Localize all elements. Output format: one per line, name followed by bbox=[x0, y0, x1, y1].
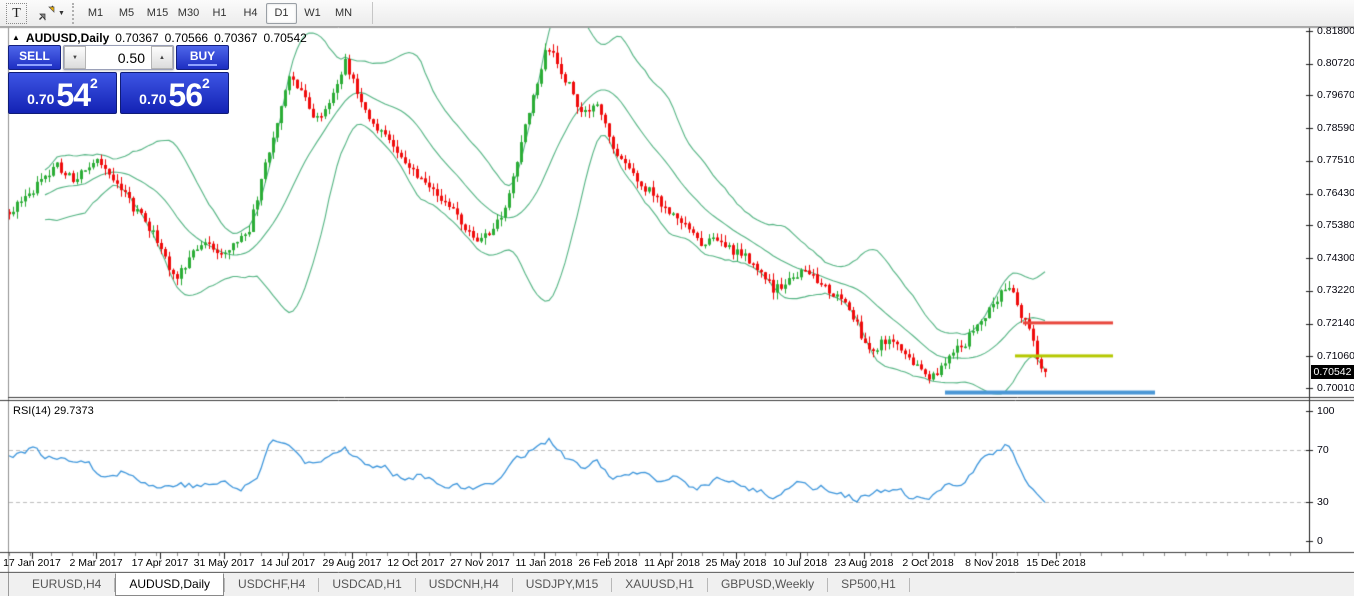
date-axis-label: 2 Mar 2017 bbox=[69, 557, 123, 569]
price-axis-label: 0.76430 bbox=[1317, 187, 1354, 200]
rsi-indicator-label: RSI(14) 29.7373 bbox=[13, 405, 94, 417]
tab-bar-grip bbox=[8, 573, 9, 596]
volume-decrease-button[interactable]: ▼ bbox=[64, 46, 86, 69]
date-axis-label: 31 May 2017 bbox=[193, 557, 255, 569]
tab-separator bbox=[611, 577, 613, 592]
symbol-label: AUDUSD,Daily bbox=[25, 31, 110, 45]
timeframe-button-M15[interactable]: M15 bbox=[146, 7, 169, 19]
date-axis-label: 27 Nov 2017 bbox=[450, 557, 510, 569]
ohlc-low: 0.70367 bbox=[214, 31, 258, 45]
date-axis-label: 29 Aug 2017 bbox=[322, 557, 382, 569]
collapse-trade-panel-icon[interactable]: ▲ bbox=[12, 32, 20, 42]
date-axis-label: 25 May 2018 bbox=[705, 557, 767, 569]
timeframe-button-W1[interactable]: W1 bbox=[304, 7, 321, 19]
timeframe-button-M30[interactable]: M30 bbox=[177, 7, 200, 19]
buy-price-big: 56 bbox=[168, 77, 203, 113]
date-axis-label: 11 Jan 2018 bbox=[515, 557, 573, 569]
timeframe-button-H4[interactable]: H4 bbox=[243, 7, 258, 19]
price-axis-label: 0.78590 bbox=[1317, 121, 1354, 134]
chart-tab-AUDUSD-Daily[interactable]: AUDUSD,Daily bbox=[115, 573, 225, 596]
price-axis-label: 0.81800 bbox=[1317, 24, 1354, 37]
price-axis-label: 0.73220 bbox=[1317, 284, 1354, 297]
ohlc-high: 0.70566 bbox=[164, 31, 209, 45]
tab-separator bbox=[908, 577, 910, 592]
ohlc-close: 0.70542 bbox=[263, 31, 307, 45]
tab-separator bbox=[827, 577, 829, 592]
date-axis-label: 26 Feb 2018 bbox=[578, 557, 638, 569]
price-axis-label: 0.71060 bbox=[1317, 349, 1354, 362]
volume-increase-button[interactable]: ▲ bbox=[151, 46, 173, 69]
tab-separator bbox=[114, 577, 116, 592]
chart-tab-USDCNH-H4[interactable]: USDCNH,H4 bbox=[428, 577, 499, 591]
sell-price-button[interactable]: 0.70 54 2 bbox=[8, 72, 117, 114]
sell-price-prefix: 0.70 bbox=[27, 91, 55, 107]
chart-tab-XAUUSD-H1[interactable]: XAUUSD,H1 bbox=[625, 577, 694, 591]
date-axis-label: 2 Oct 2018 bbox=[902, 557, 954, 569]
rsi-axis-label: 100 bbox=[1317, 404, 1335, 417]
sell-button[interactable]: SELL bbox=[8, 45, 61, 70]
date-axis-label: 11 Apr 2018 bbox=[644, 557, 700, 569]
chart-tab-USDCAD-H1[interactable]: USDCAD,H1 bbox=[332, 577, 402, 591]
timeframe-toolbar: M1 M5 M15 M30 H1 H4 D1 W1 MN bbox=[80, 3, 359, 24]
price-axis-label: 0.80720 bbox=[1317, 57, 1354, 70]
one-click-trading-panel: SELL ▼ ▲ BUY 0.70 54 2 0.70 56 2 bbox=[8, 45, 229, 114]
date-axis-label: 10 Jul 2018 bbox=[772, 557, 828, 569]
tab-separator bbox=[318, 577, 320, 592]
arrows-icon bbox=[38, 5, 55, 22]
date-axis-label: 23 Aug 2018 bbox=[834, 557, 894, 569]
price-axis-label: 0.77510 bbox=[1317, 154, 1354, 167]
chart-tab-SP500-H1[interactable]: SP500,H1 bbox=[841, 577, 896, 591]
sell-price-big: 54 bbox=[56, 77, 91, 113]
sell-button-label: SELL bbox=[17, 49, 52, 66]
timeframe-button-H1[interactable]: H1 bbox=[212, 7, 227, 19]
ohlc-open: 0.70367 bbox=[115, 31, 159, 45]
timeframe-button-M1[interactable]: M1 bbox=[87, 7, 104, 19]
timeframe-button-MN[interactable]: MN bbox=[334, 7, 353, 19]
buy-price-sup: 2 bbox=[202, 75, 210, 91]
date-axis-label: 17 Jan 2017 bbox=[3, 557, 61, 569]
date-axis-label: 8 Nov 2018 bbox=[965, 557, 1019, 569]
rsi-axis-label: 70 bbox=[1317, 443, 1329, 456]
price-axis-label: 0.74300 bbox=[1317, 251, 1354, 264]
toolbar-grip[interactable] bbox=[72, 3, 74, 24]
tab-separator bbox=[414, 577, 416, 592]
chart-tab-GBPUSD-Weekly[interactable]: GBPUSD,Weekly bbox=[720, 577, 815, 591]
price-axis-label: 0.72140 bbox=[1317, 317, 1354, 329]
tab-separator bbox=[224, 577, 226, 592]
chart-tab-USDJPY-M15[interactable]: USDJPY,M15 bbox=[525, 577, 599, 591]
chart-title: ▲ AUDUSD,Daily 0.70367 0.70566 0.70367 0… bbox=[12, 31, 307, 45]
chevron-down-icon: ▼ bbox=[58, 10, 65, 17]
price-axis-label: 0.70010 bbox=[1317, 381, 1354, 394]
current-price-tag: 0.70542 bbox=[1311, 365, 1354, 379]
sell-price-sup: 2 bbox=[90, 75, 98, 91]
rsi-axis-label: 0 bbox=[1317, 534, 1323, 547]
tab-separator bbox=[511, 577, 513, 592]
chart-tab-bar: EURUSD,H4 AUDUSD,Daily USDCHF,H4 USDCAD,H1 U… bbox=[0, 573, 1354, 596]
chart-tab-EURUSD-H4[interactable]: EURUSD,H4 bbox=[32, 577, 102, 591]
buy-button[interactable]: BUY bbox=[176, 45, 229, 70]
rsi-axis-label: 30 bbox=[1317, 495, 1329, 508]
price-axis-label: 0.75380 bbox=[1317, 218, 1354, 231]
volume-control: ▼ ▲ bbox=[63, 45, 174, 70]
text-label-tool-button[interactable]: T bbox=[6, 3, 27, 24]
buy-button-label: BUY bbox=[187, 49, 218, 66]
volume-input[interactable] bbox=[86, 46, 151, 69]
timeframe-button-M5[interactable]: M5 bbox=[118, 7, 135, 19]
toolbar-separator bbox=[372, 2, 373, 24]
date-axis-label: 17 Apr 2017 bbox=[131, 557, 189, 569]
timeframe-button-D1[interactable]: D1 bbox=[266, 3, 297, 24]
tab-separator bbox=[706, 577, 708, 592]
chart-tab-USDCHF-H4[interactable]: USDCHF,H4 bbox=[238, 577, 306, 591]
cursor-tool-button[interactable]: ▼ bbox=[36, 4, 70, 23]
price-axis-label: 0.79670 bbox=[1317, 88, 1354, 101]
date-axis-label: 15 Dec 2018 bbox=[1026, 557, 1086, 569]
date-axis-label: 12 Oct 2017 bbox=[387, 557, 445, 569]
date-axis-label: 14 Jul 2017 bbox=[260, 557, 316, 569]
top-toolbar: T ▼ M1 M5 M15 M30 H1 H4 D1 W1 MN bbox=[0, 0, 1354, 27]
buy-price-prefix: 0.70 bbox=[139, 91, 167, 107]
buy-price-button[interactable]: 0.70 56 2 bbox=[120, 72, 229, 114]
